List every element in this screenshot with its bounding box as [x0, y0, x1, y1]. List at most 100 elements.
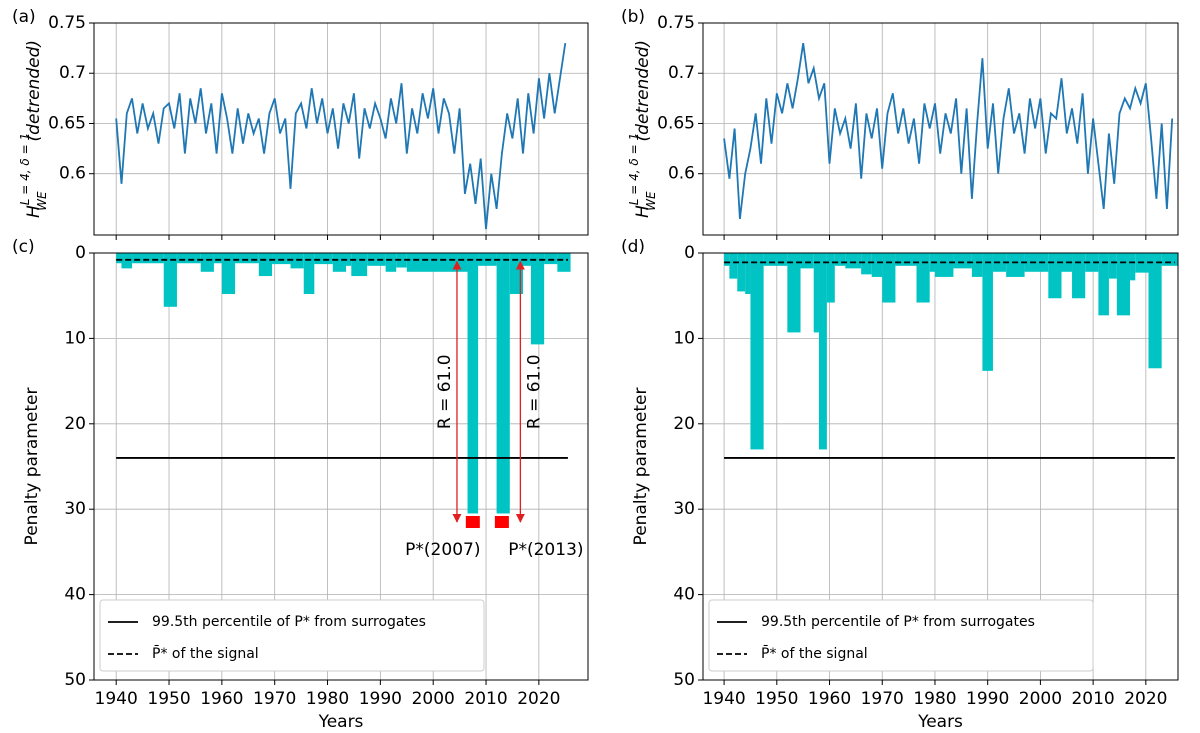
x-tick-label: 2010 — [464, 689, 507, 709]
bar — [1024, 253, 1049, 272]
panel: 1940 1950 1960 1970 1980 1990 2000 2010 2020 0 10 2… — [621, 237, 1179, 732]
bar — [826, 253, 835, 303]
x-tick-label: 1980 — [913, 689, 956, 709]
legend-box — [99, 599, 485, 672]
x-tick-label: 1970 — [253, 689, 296, 709]
bar — [982, 253, 993, 371]
y-tick-label: 10 — [64, 328, 86, 348]
plot-frame — [93, 22, 589, 236]
bar — [895, 253, 917, 266]
bar — [200, 253, 214, 272]
legend-label: P̄* of the signal — [152, 644, 259, 662]
label-part: WE — [35, 191, 49, 211]
y-axis-label: Penalty parameter — [22, 388, 42, 546]
y-tick-label: 10 — [673, 328, 695, 348]
y-tick-label: 0.75 — [657, 13, 695, 33]
y-tick-label: 0.65 — [48, 113, 86, 133]
bar — [258, 253, 273, 277]
y-tick-label: 40 — [64, 585, 86, 605]
line-series — [115, 42, 567, 230]
bar — [882, 253, 896, 303]
bar — [871, 253, 883, 277]
y-tick-label: 0 — [75, 243, 86, 263]
bar — [467, 253, 479, 514]
y-tick-label: 40 — [673, 585, 695, 605]
bar — [213, 253, 222, 264]
marker-label: P*(2013) — [508, 540, 583, 560]
marker — [494, 516, 509, 529]
panel-label: (b) — [621, 7, 645, 27]
bar — [314, 253, 333, 265]
bar — [406, 253, 468, 272]
bar — [818, 253, 827, 450]
x-tick-label: 2000 — [412, 689, 455, 709]
panel-label: (a) — [12, 7, 36, 27]
bar — [385, 253, 397, 272]
legend: 99.5th percentile of P* from surrogates P… — [99, 599, 485, 672]
bar — [934, 253, 954, 277]
y-tick-label: 0 — [684, 243, 695, 263]
plot-frame — [702, 252, 1179, 681]
bar — [729, 253, 738, 279]
bar — [916, 253, 930, 303]
y-tick-label: 0.65 — [657, 113, 695, 133]
bar — [1116, 253, 1131, 316]
plot-frame — [702, 22, 1179, 236]
bar — [132, 253, 164, 264]
bar — [396, 253, 407, 268]
bar — [1085, 253, 1099, 272]
y-tick-label: 20 — [64, 414, 86, 434]
bar — [971, 253, 983, 277]
bar — [530, 253, 545, 345]
y-axis-label: HL = 4, δ = 1 WE (detrended) — [627, 40, 658, 218]
bar — [235, 253, 259, 264]
legend: 99.5th percentile of P* from surrogates P… — [708, 599, 1094, 672]
bar — [763, 253, 788, 266]
legend-label: P̄* of the signal — [761, 644, 868, 662]
x-tick-label: 1940 — [95, 689, 138, 709]
bar — [787, 253, 801, 333]
bar — [1108, 253, 1117, 279]
label-part: L = 4, δ = 1 — [18, 133, 32, 205]
y-tick-label: 0.6 — [668, 164, 695, 184]
bar — [557, 253, 571, 272]
panel-label: (c) — [12, 237, 35, 257]
x-axis-label: Years — [318, 712, 364, 732]
label-part: (detrended) — [633, 40, 653, 141]
bar — [750, 253, 764, 450]
panel: 0.6 0.65 0.7 0.75 (b) HL = 4, δ = 1 WE (detrend… — [621, 7, 1179, 240]
panel: 0.6 0.65 0.7 0.75 (a) HL = 4, δ = 1 WE (detrend… — [12, 7, 589, 240]
bar — [367, 253, 386, 266]
bar — [176, 253, 201, 264]
label-part: WE — [644, 191, 658, 211]
bar — [1130, 253, 1136, 281]
x-tick-label: 1990 — [359, 689, 402, 709]
bar — [813, 253, 819, 333]
label-part: L = 4, δ = 1 — [627, 133, 641, 205]
x-tick-label: 1950 — [147, 689, 190, 709]
y-tick-label: 50 — [64, 670, 86, 690]
y-tick-label: 0.6 — [59, 164, 86, 184]
x-tick-label: 2000 — [1019, 689, 1062, 709]
annotation-text: R = 61.0 — [524, 354, 544, 429]
marker — [465, 516, 480, 529]
bar — [724, 253, 730, 266]
bar — [303, 253, 315, 294]
bar — [496, 253, 510, 514]
x-tick-label: 1960 — [808, 689, 851, 709]
x-tick-label: 2020 — [517, 689, 560, 709]
panel: 1940 1950 1960 1970 1980 1990 2000 2010 2020 0 10 2… — [12, 237, 589, 732]
bar — [845, 253, 862, 269]
y-tick-label: 30 — [64, 499, 86, 519]
legend-label: 99.5th percentile of P* from surrogates — [761, 614, 1035, 630]
bar — [1098, 253, 1109, 316]
x-axis-label: Years — [917, 712, 963, 732]
bar — [1072, 253, 1086, 299]
bar — [953, 253, 972, 269]
label-part: H — [24, 205, 44, 218]
bar — [745, 253, 751, 294]
bar — [800, 253, 814, 269]
panel-label: (d) — [621, 237, 645, 257]
y-axis-label: HL = 4, δ = 1 WE (detrended) — [18, 40, 49, 218]
bar — [332, 253, 347, 272]
